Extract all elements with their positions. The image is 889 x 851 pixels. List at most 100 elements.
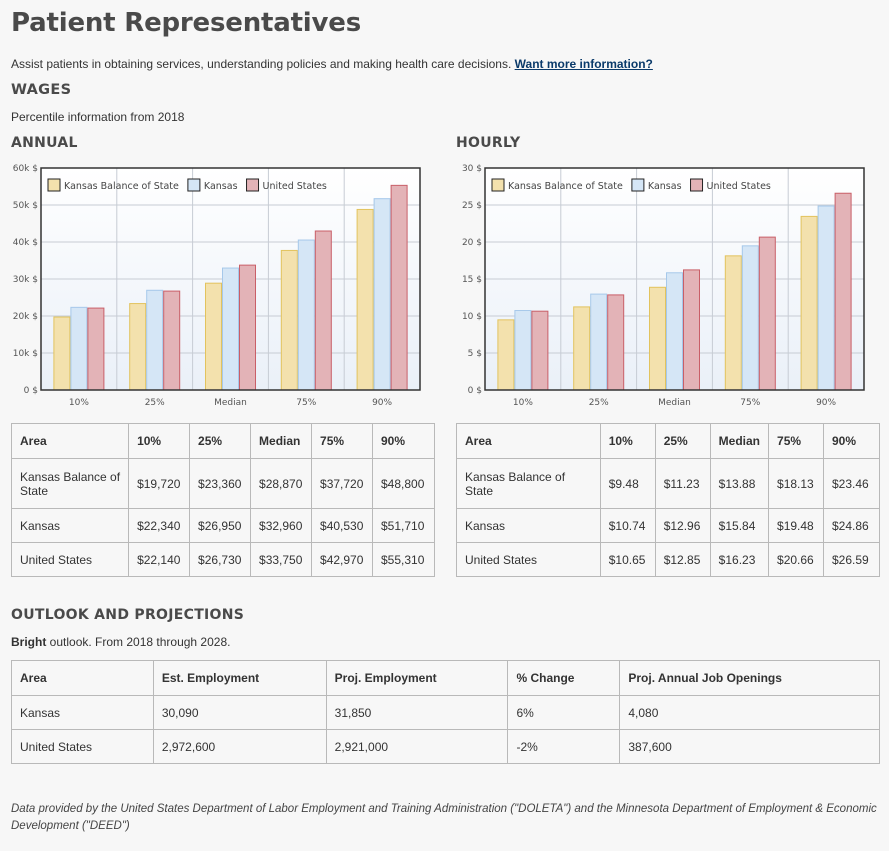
bar bbox=[758, 236, 776, 391]
value-cell: 2,972,600 bbox=[152, 729, 327, 764]
area-cell: Kansas bbox=[11, 695, 154, 730]
value-cell: 30,090 bbox=[152, 695, 327, 730]
x-tick-label: 90% bbox=[816, 398, 836, 408]
hourly-wage-table: Area 10% 25% Median 75% 90% Kansas Balance of… bbox=[456, 423, 881, 577]
value-cell: 4,080 bbox=[619, 695, 880, 730]
area-cell: Kansas Balance of State bbox=[456, 458, 601, 509]
y-tick-label: 15 $ bbox=[462, 275, 482, 285]
outlook-note: Bright outlook. From 2018 through 2028. bbox=[11, 635, 230, 649]
bar bbox=[834, 192, 852, 391]
table-header-row: Area Est. Employment Proj. Employment% Cha… bbox=[11, 660, 880, 696]
bar bbox=[817, 205, 835, 391]
bar bbox=[297, 239, 315, 391]
legend-swatch bbox=[187, 178, 201, 192]
bar bbox=[146, 289, 164, 391]
legend-label: Kansas bbox=[204, 181, 238, 192]
value-cell: $33,750 bbox=[250, 542, 313, 577]
value-cell: $51,710 bbox=[372, 508, 435, 543]
column-header: 75% bbox=[311, 423, 373, 459]
wages-note: Percentile information from 2018 bbox=[11, 110, 185, 124]
bar bbox=[222, 267, 239, 391]
value-cell: $12.96 bbox=[654, 508, 711, 543]
bar bbox=[280, 249, 298, 391]
outlook-heading: OUTLOOK AND PROJECTIONS bbox=[11, 607, 245, 623]
y-tick-label: 25 $ bbox=[462, 201, 482, 211]
y-tick-label: 5 $ bbox=[468, 349, 482, 359]
legend-label: Kansas bbox=[648, 181, 682, 192]
column-header: 25% bbox=[654, 423, 711, 459]
table-row: Kansas Balance of State $9.48 $11.23 $13.88… bbox=[456, 458, 881, 509]
bar bbox=[53, 316, 71, 391]
table-row: Kansas Balance of State $19,720 $23,360 $28… bbox=[10, 458, 435, 509]
chart-svg: 0 $ 10k $ 20k $ 30k $ 40k $ 50k $ 60k $ 10% 25% M… bbox=[13, 164, 421, 408]
legend-label: Kansas Balance of State bbox=[64, 181, 179, 192]
bar bbox=[514, 310, 532, 391]
legend-swatch bbox=[631, 178, 645, 192]
hourly-wage-chart: 0 $ 5 $ 10 $ 15 $ 20 $ 25 $ 30 $ 10% 25% Median 75… bbox=[444, 158, 879, 416]
outlook-rating: Bright bbox=[11, 635, 47, 649]
bar bbox=[129, 303, 147, 391]
outlook-table: Area Est. Employment Proj. Employment% Cha… bbox=[11, 660, 880, 764]
table-row: Kansas 30,090 31,850 6% 4,080 bbox=[11, 695, 880, 730]
value-cell: 2,921,000 bbox=[325, 729, 509, 764]
value-cell: $26.59 bbox=[822, 542, 881, 577]
y-tick-label: 30k $ bbox=[13, 275, 38, 285]
value-cell: $19.48 bbox=[768, 508, 824, 543]
column-header: Est. Employment bbox=[152, 660, 327, 696]
bar bbox=[390, 184, 408, 391]
table-header-row: Area 10% 25% Median 75% 90% bbox=[10, 423, 435, 459]
value-cell: $28,870 bbox=[250, 458, 313, 509]
column-header: 10% bbox=[128, 423, 191, 459]
bar bbox=[70, 306, 88, 391]
legend-label: United States bbox=[707, 181, 771, 192]
area-cell: Kansas Balance of State bbox=[10, 458, 130, 509]
column-header: Median bbox=[709, 423, 770, 459]
column-header: Proj. Annual Job Openings bbox=[619, 660, 880, 696]
area-cell: Kansas bbox=[10, 508, 130, 543]
value-cell: $26,730 bbox=[189, 542, 252, 577]
value-cell: $24.86 bbox=[822, 508, 881, 543]
area-cell: United States bbox=[456, 542, 601, 577]
annual-wage-chart: 0 $ 10k $ 20k $ 30k $ 40k $ 50k $ 60k $ 10% 25% M… bbox=[0, 158, 435, 416]
bar bbox=[163, 290, 181, 391]
value-cell: $23,360 bbox=[189, 458, 252, 509]
table-row: Kansas $22,340 $26,950 $32,960 $40,530 $51,71… bbox=[10, 508, 435, 543]
x-tick-label: Median bbox=[214, 398, 247, 408]
legend-swatch bbox=[47, 178, 61, 192]
intro-text: Assist patients in obtaining services, u… bbox=[11, 57, 512, 71]
column-header: Area bbox=[10, 423, 130, 459]
x-tick-label: 75% bbox=[740, 398, 760, 408]
bar bbox=[239, 264, 256, 391]
y-tick-label: 0 $ bbox=[24, 386, 38, 396]
bar bbox=[497, 319, 515, 391]
value-cell: $42,970 bbox=[311, 542, 373, 577]
x-tick-label: 75% bbox=[296, 398, 316, 408]
bar bbox=[649, 286, 666, 391]
value-cell: 387,600 bbox=[619, 729, 880, 764]
bar bbox=[590, 293, 608, 391]
legend-label: United States bbox=[263, 181, 327, 192]
value-cell: $23.46 bbox=[822, 458, 881, 509]
value-cell: $18.13 bbox=[768, 458, 824, 509]
column-header: 90% bbox=[822, 423, 881, 459]
column-header: 10% bbox=[599, 423, 656, 459]
value-cell: 6% bbox=[507, 695, 621, 730]
bar bbox=[800, 215, 818, 391]
legend-swatch bbox=[491, 178, 505, 192]
value-cell: $32,960 bbox=[250, 508, 313, 543]
value-cell: $22,140 bbox=[128, 542, 191, 577]
x-tick-label: Median bbox=[658, 398, 691, 408]
outlook-period: outlook. From 2018 through 2028. bbox=[49, 635, 231, 649]
bar bbox=[724, 255, 742, 391]
x-tick-label: 25% bbox=[589, 398, 609, 408]
y-tick-label: 50k $ bbox=[13, 201, 38, 211]
bar bbox=[373, 198, 391, 391]
y-tick-label: 40k $ bbox=[13, 238, 38, 248]
data-source-footer: Data provided by the United States Depar… bbox=[11, 803, 877, 832]
bar bbox=[666, 272, 683, 391]
column-header: Median bbox=[250, 423, 313, 459]
x-tick-label: 10% bbox=[69, 398, 89, 408]
more-info-link[interactable]: Want more information? bbox=[514, 57, 653, 71]
value-cell: $9.48 bbox=[599, 458, 656, 509]
